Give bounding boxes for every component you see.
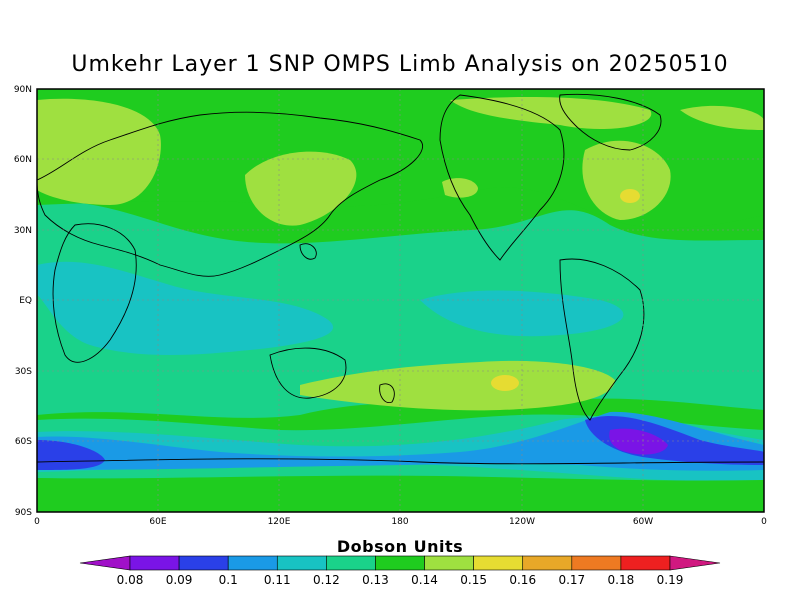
contour-0.15-region [450,97,652,130]
contour-0.11-south [37,411,764,471]
colorbar-low-triangle [79,555,131,571]
contour-0.15-region [442,178,478,198]
colorbar-label: 0.15 [460,573,487,587]
lon-tick-label: 120E [268,517,291,527]
lat-tick-label: 90S [15,508,32,518]
lat-tick-label: 30S [15,367,32,377]
colorbar-box [129,555,180,571]
colorbar-box [473,555,524,571]
lon-tick-label: 0 [34,517,40,527]
lat-tick-label: EQ [19,296,32,306]
contour-0.15-region [245,151,357,226]
contour-0.15-region [300,360,615,411]
colorbar-box [227,555,278,571]
lat-tick-label: 60S [15,437,32,447]
contour-0.16-spot [620,189,640,203]
lon-tick-label: 180 [391,517,408,527]
contour-0.1-south [37,440,105,470]
colorbar-high-triangle [669,555,721,571]
contour-0.13-band [37,200,764,418]
colorbar-label: 0.11 [264,573,291,587]
colorbar-box [424,555,474,571]
lon-tick-label: 60W [633,517,653,527]
colorbar-label: 0.08 [117,573,144,587]
colorbar-label: 0.17 [558,573,585,587]
lat-tick-label: 30N [14,226,32,236]
lon-tick-label: 0 [761,517,767,527]
map-frame [36,88,765,513]
contour-0.16-spot [491,375,519,391]
map-title: Umkehr Layer 1 SNP OMPS Limb Analysis on… [71,52,729,77]
contour-0.12-region [37,261,334,355]
colorbar-box [326,555,376,571]
contour-0.15-region [680,105,764,130]
contour-0.14-polar [37,475,764,512]
graticule [37,89,764,512]
contour-0.09-south [609,428,668,455]
colorbar-label: 0.12 [313,573,340,587]
lat-tick-label: 60N [14,155,32,165]
contour-0.15-region [582,140,671,220]
colorbar-box [571,555,622,571]
contour-layer [37,89,764,512]
contour-0.15-region [37,98,161,205]
colorbar-box [375,555,425,571]
colorbar-box [620,555,671,571]
colorbar-box [522,555,573,571]
lat-axis: 90N 60N 30N EQ 30S 60S 90S [14,85,32,518]
colorbar-label: 0.18 [608,573,635,587]
lon-axis: 0 60E 120E 180 120W 60W 0 [34,517,767,527]
colorbar-label: 0.19 [657,573,684,587]
colorbar-label: 0.16 [509,573,536,587]
lat-tick-label: 90N [14,85,32,95]
colorbar-box [178,555,229,571]
colorbar-title: Dobson Units [336,537,464,556]
coastlines [37,93,764,465]
colorbar: 0.08 0.09 0.1 0.11 0.12 0.13 0.14 0.15 0.16 0.17 0… [79,555,721,587]
lon-tick-label: 120W [509,517,535,527]
colorbar-label: 0.09 [166,573,193,587]
lon-tick-label: 60E [149,517,166,527]
colorbar-label: 0.1 [219,573,238,587]
colorbar-label: 0.14 [411,573,438,587]
colorbar-label: 0.13 [362,573,389,587]
contour-0.12-region [420,290,624,337]
colorbar-box [276,555,327,571]
